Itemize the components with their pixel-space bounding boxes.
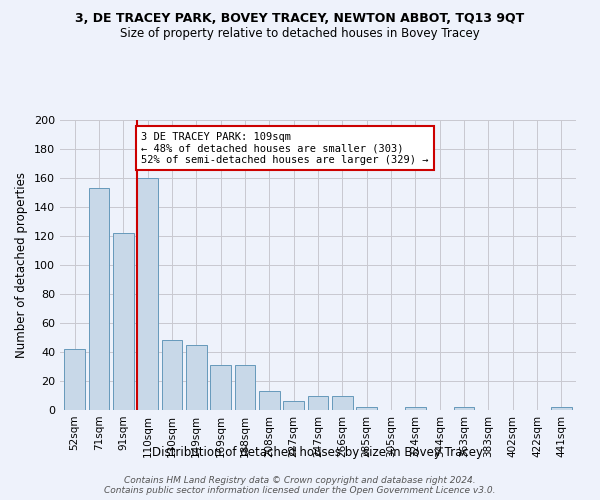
- Bar: [454, 407, 475, 410]
- Bar: [332, 396, 353, 410]
- Y-axis label: Number of detached properties: Number of detached properties: [16, 172, 28, 358]
- Bar: [356, 407, 377, 410]
- Bar: [137, 178, 158, 410]
- Bar: [113, 233, 134, 410]
- Text: Size of property relative to detached houses in Bovey Tracey: Size of property relative to detached ho…: [120, 28, 480, 40]
- Bar: [186, 345, 206, 410]
- Bar: [259, 391, 280, 410]
- Text: Contains HM Land Registry data © Crown copyright and database right 2024.
Contai: Contains HM Land Registry data © Crown c…: [104, 476, 496, 495]
- Bar: [64, 349, 85, 410]
- Text: 3, DE TRACEY PARK, BOVEY TRACEY, NEWTON ABBOT, TQ13 9QT: 3, DE TRACEY PARK, BOVEY TRACEY, NEWTON …: [76, 12, 524, 26]
- Bar: [551, 407, 572, 410]
- Text: Distribution of detached houses by size in Bovey Tracey: Distribution of detached houses by size …: [152, 446, 484, 459]
- Bar: [405, 407, 426, 410]
- Bar: [161, 340, 182, 410]
- Bar: [308, 396, 328, 410]
- Bar: [210, 365, 231, 410]
- Bar: [235, 365, 256, 410]
- Bar: [89, 188, 109, 410]
- Text: 3 DE TRACEY PARK: 109sqm
← 48% of detached houses are smaller (303)
52% of semi-: 3 DE TRACEY PARK: 109sqm ← 48% of detach…: [141, 132, 428, 165]
- Bar: [283, 402, 304, 410]
